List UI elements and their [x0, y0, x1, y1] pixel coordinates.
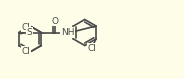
Text: NH: NH: [61, 28, 75, 37]
Text: O: O: [51, 17, 58, 26]
Text: S: S: [27, 28, 33, 37]
Text: Cl: Cl: [88, 44, 96, 53]
Text: Cl: Cl: [22, 23, 31, 32]
Text: Cl: Cl: [22, 47, 31, 56]
